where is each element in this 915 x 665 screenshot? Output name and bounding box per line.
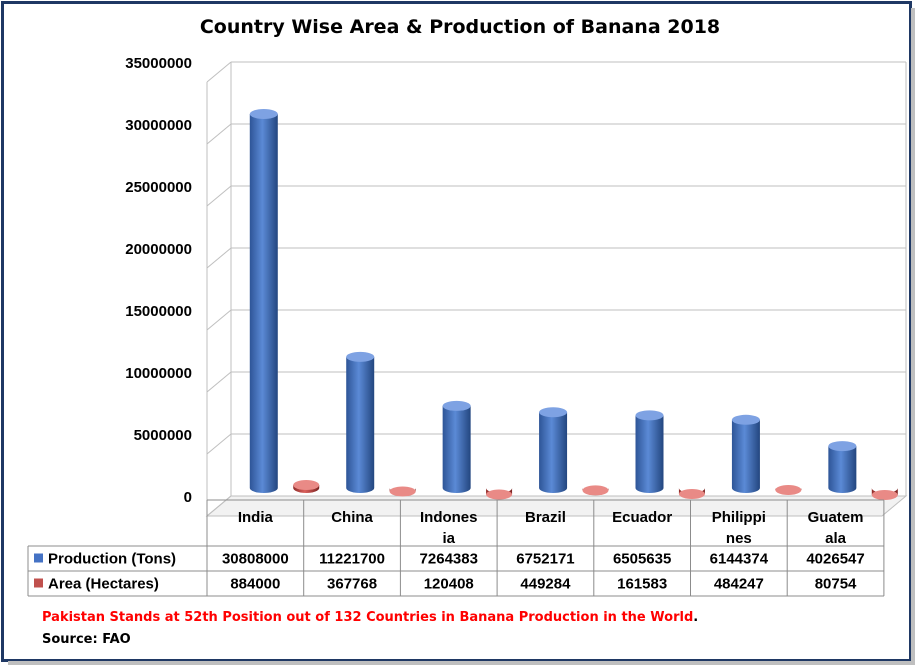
bar-1-1 — [389, 486, 416, 497]
data-value: 4026547 — [806, 551, 864, 568]
footnote-text: Pakistan Stands at 52th Position out of … — [42, 610, 693, 625]
x-category-label: Brazil — [525, 509, 566, 526]
y-tick-label: 0 — [184, 489, 192, 506]
bar-top — [731, 414, 760, 425]
bar-1-6 — [871, 488, 898, 500]
legend-key — [34, 578, 43, 588]
bar-0-2 — [442, 400, 471, 493]
footnote: Pakistan Stands at 52th Position out of … — [42, 610, 698, 625]
legend-label: Production (Tons) — [48, 551, 176, 568]
gridline-side — [206, 309, 232, 331]
bar-top — [346, 351, 375, 362]
y-tick-label: 30000000 — [125, 117, 192, 134]
bar-body — [635, 415, 664, 493]
bar-1-0 — [293, 480, 320, 493]
bar-top — [389, 486, 416, 497]
data-value: 80754 — [815, 576, 857, 593]
data-value: 161583 — [617, 576, 667, 593]
x-category-label: Philippi — [712, 509, 766, 526]
bar-1-3 — [582, 485, 609, 496]
bar-top — [293, 480, 320, 491]
y-axis-ticks: 0 5000000 10000000 15000000 20000000 25000000… — [125, 55, 192, 506]
bar-0-6 — [828, 441, 857, 493]
bar-top — [871, 489, 898, 500]
gridline-side — [206, 495, 232, 517]
data-value: 484247 — [714, 576, 764, 593]
y-tick-label: 15000000 — [125, 303, 192, 320]
gridline-side — [206, 247, 232, 269]
bar-top — [828, 441, 857, 452]
data-value: 120408 — [424, 576, 474, 593]
y-tick-label: 20000000 — [125, 241, 192, 258]
chart-title: Country Wise Area & Production of Banana… — [200, 16, 720, 38]
bar-0-5 — [731, 414, 760, 493]
x-category-label: Indones — [420, 509, 478, 526]
bar-body — [442, 405, 471, 493]
bar-body — [539, 412, 568, 493]
bar-top — [539, 407, 568, 418]
bar-top — [635, 410, 664, 421]
data-value: 11221700 — [319, 551, 385, 568]
bar-top — [486, 489, 513, 500]
gridline-side — [206, 433, 232, 455]
data-value: 6505635 — [613, 551, 671, 568]
data-value: 30808000 — [222, 551, 289, 568]
x-category-label: ala — [825, 530, 847, 547]
bar-top — [442, 400, 471, 411]
bar-top — [582, 485, 609, 496]
data-value: 884000 — [230, 576, 280, 593]
data-table: India China Indones ia Brazil Ecuador Philippi… — [27, 499, 885, 597]
gridline-side — [206, 185, 232, 207]
bar-top — [249, 108, 278, 119]
bar-1-4 — [678, 488, 705, 499]
bar-top — [775, 484, 802, 495]
bar-0-0 — [249, 108, 278, 493]
y-tick-label: 10000000 — [125, 365, 192, 382]
side-wall — [206, 62, 232, 518]
data-value: 6752171 — [516, 551, 574, 568]
frame-shadow-right — [911, 8, 915, 661]
bars — [249, 108, 898, 500]
bar-0-1 — [346, 351, 375, 493]
bar-0-4 — [635, 410, 664, 493]
x-category-label: China — [331, 509, 373, 526]
data-value: 7264383 — [420, 551, 478, 568]
x-category-label: nes — [726, 530, 752, 547]
gridline-side — [206, 61, 232, 83]
legend-key — [34, 553, 43, 563]
bar-top — [678, 488, 705, 499]
data-value: 367768 — [327, 576, 377, 593]
bar-1-5 — [775, 484, 802, 495]
bar-body — [731, 419, 760, 493]
bar-body — [249, 113, 278, 493]
y-tick-label: 35000000 — [125, 55, 192, 72]
x-category-label: India — [238, 509, 274, 526]
data-value: 449284 — [520, 576, 571, 593]
frame-shadow-bottom — [8, 661, 915, 665]
y-tick-label: 5000000 — [134, 427, 192, 444]
x-category-label: ia — [442, 530, 455, 547]
gridline-side — [206, 123, 232, 145]
bar-body — [346, 356, 375, 493]
source-note: Source: FAO — [42, 632, 131, 647]
x-category-label: Ecuador — [612, 509, 672, 526]
bar-0-3 — [539, 407, 568, 493]
bar-1-2 — [486, 488, 513, 500]
footnote-period: . — [693, 610, 698, 625]
data-value: 6144374 — [710, 551, 769, 568]
x-category-label: Guatem — [808, 509, 864, 526]
gridline-side — [206, 371, 232, 393]
bar-body — [828, 446, 857, 493]
gridlines — [206, 61, 906, 517]
y-tick-label: 25000000 — [125, 179, 192, 196]
legend-label: Area (Hectares) — [48, 576, 159, 593]
